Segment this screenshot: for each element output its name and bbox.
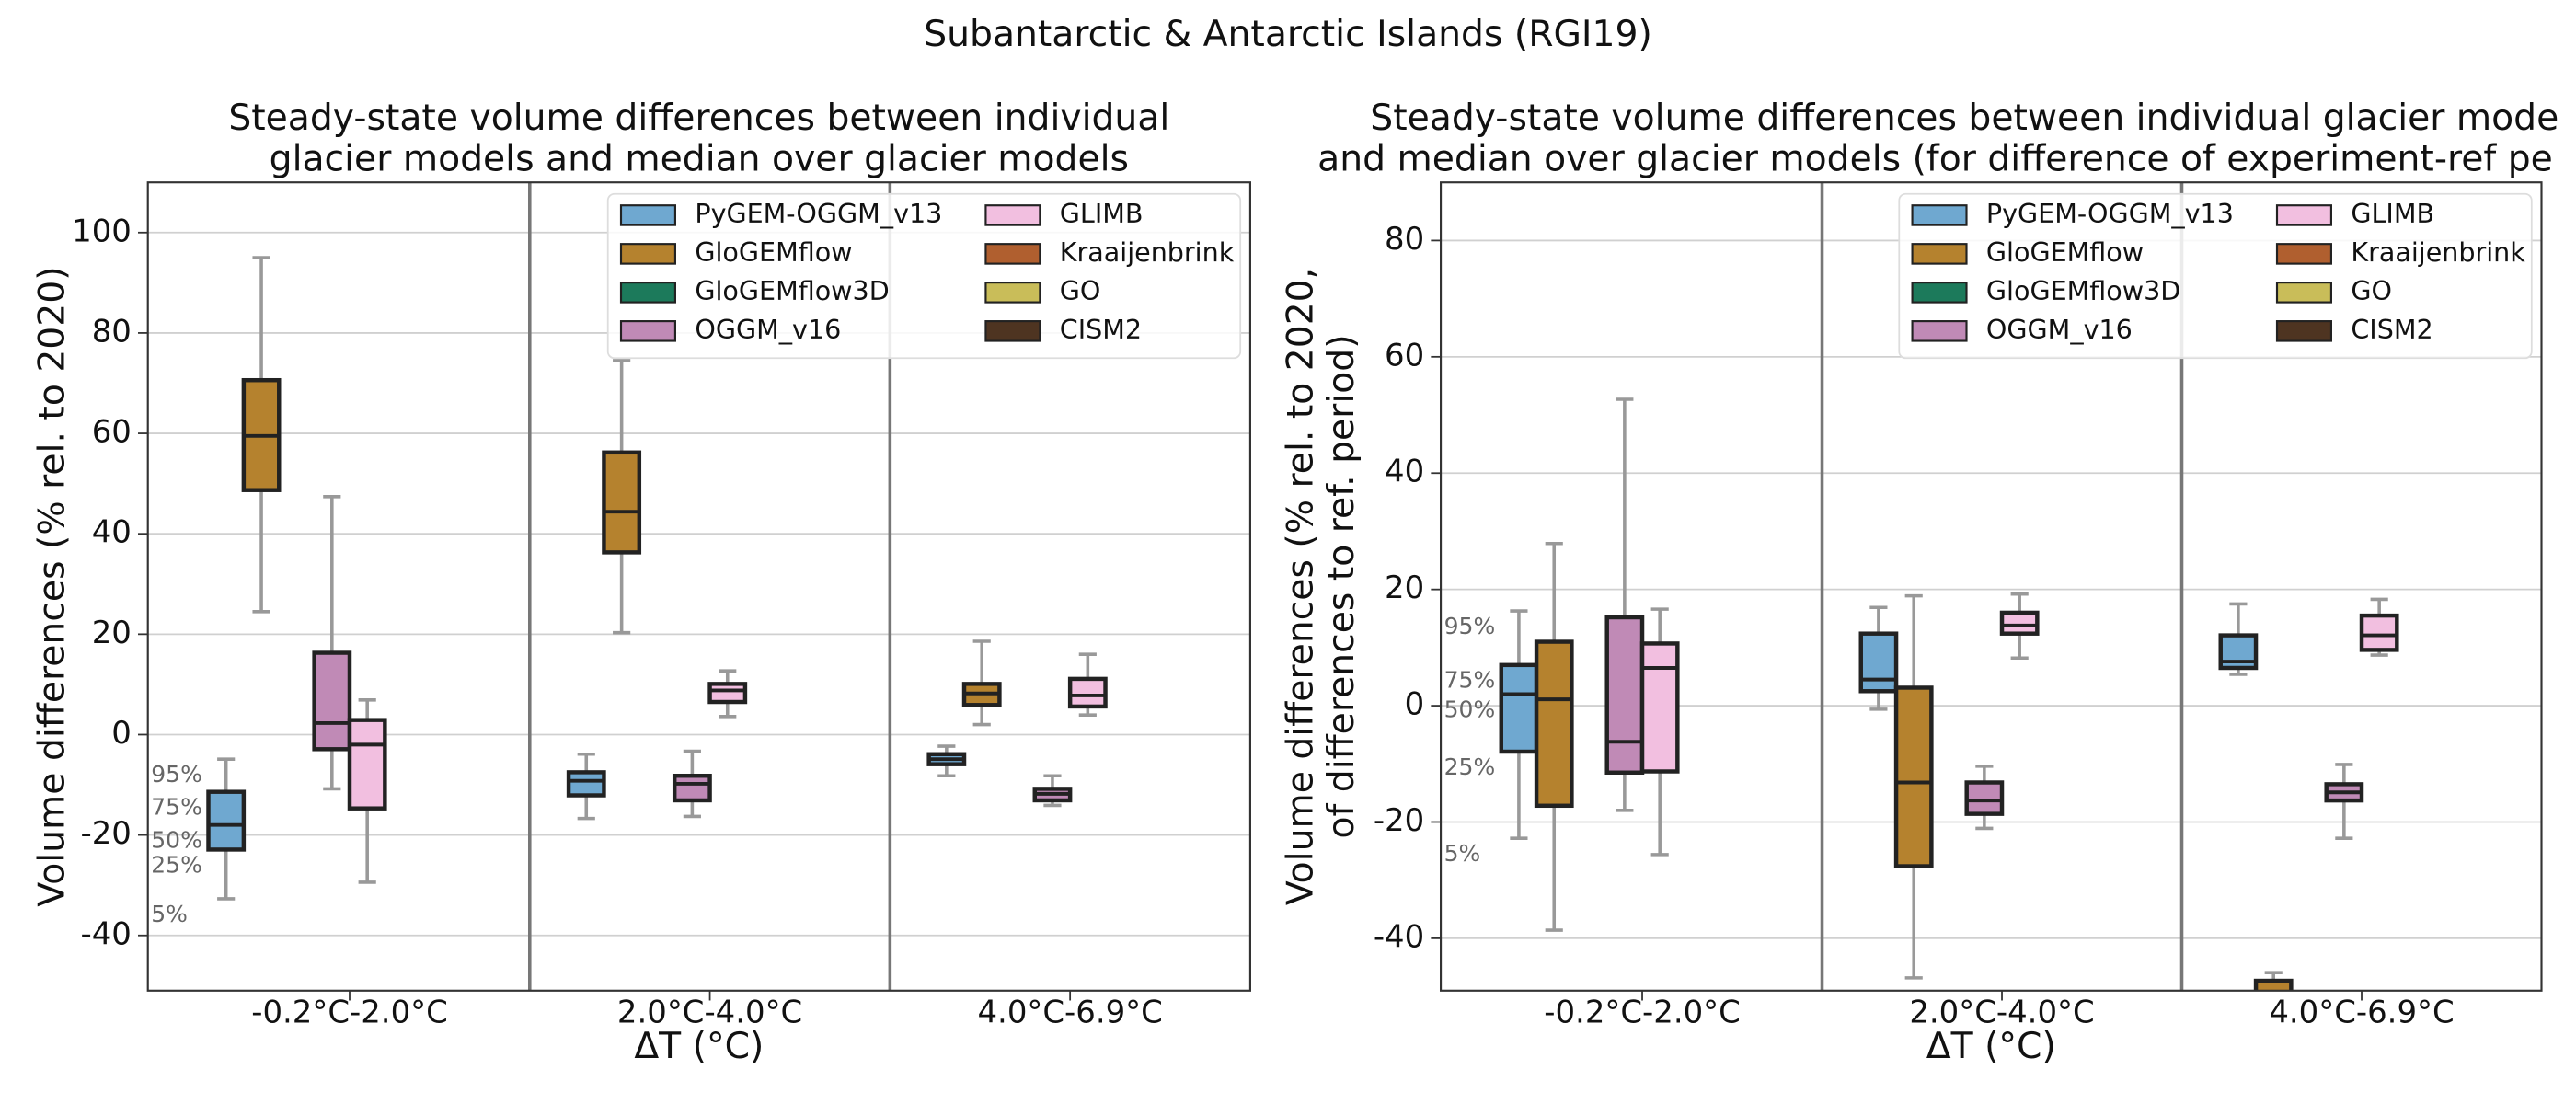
box <box>1639 641 1680 774</box>
y-tick-label: 60 <box>92 414 132 450</box>
percentile-label: 95% <box>151 761 202 788</box>
y-tick-label: 0 <box>111 715 132 751</box>
box <box>1858 631 1899 694</box>
y-tick-label: 20 <box>1385 569 1424 605</box>
legend-swatch <box>2275 320 2332 342</box>
y-tick-label: -20 <box>80 815 131 851</box>
percentile-label: 50% <box>1444 696 1496 722</box>
x-axis-label: ΔT (°C) <box>634 1026 764 1067</box>
legend-swatch <box>619 282 677 304</box>
plot-area <box>1499 397 2399 991</box>
legend-box <box>1898 192 2533 360</box>
legend-label: Kraaijenbrink <box>1060 236 1235 268</box>
legend-swatch <box>1911 243 1968 265</box>
y-tick-label: -20 <box>1374 802 1424 838</box>
legend-swatch <box>984 243 1041 265</box>
y-axis-label: of differences to ref. period) <box>1321 334 1363 838</box>
plot-area <box>206 256 1108 901</box>
y-axis-label: Volume differences (% rel. to 2020, <box>1281 268 1322 905</box>
axes-frame <box>1440 181 2543 992</box>
legend-label: OGGM_v16 <box>1986 314 2133 345</box>
figure-title: Subantarctic & Antarctic Islands (RGI19) <box>924 14 1652 55</box>
y-tick-label: 40 <box>1385 454 1424 489</box>
percentile-label: 75% <box>151 794 202 821</box>
chart-title: glacier models and median over glacier m… <box>270 139 1129 180</box>
axes-frame <box>146 181 1251 992</box>
box <box>602 450 642 555</box>
chart-title: Steady-state volume differences between … <box>1370 98 2559 139</box>
box <box>1604 615 1645 775</box>
legend-label: PyGEM-OGGM_v13 <box>695 198 942 229</box>
legend-swatch <box>1911 204 1968 226</box>
legend-label: PyGEM-OGGM_v13 <box>1986 198 2234 229</box>
percentile-label: 5% <box>1444 840 1481 867</box>
legend-label: CISM2 <box>1060 314 1142 345</box>
box <box>2253 978 2294 991</box>
legend-label: GLIMB <box>2351 198 2434 229</box>
y-tick-label: -40 <box>80 915 131 951</box>
box <box>347 718 387 811</box>
percentile-label: 5% <box>151 901 188 927</box>
box <box>672 773 712 803</box>
y-tick-label: -40 <box>1374 918 1424 954</box>
legend-swatch <box>1911 282 1968 304</box>
x-tick-label: -0.2°C-2.0°C <box>1544 994 1741 1029</box>
box <box>707 682 748 705</box>
y-tick-label: 80 <box>92 313 132 349</box>
box <box>1534 639 1574 809</box>
legend-label: CISM2 <box>2351 314 2432 345</box>
y-tick-label: 60 <box>1385 337 1424 373</box>
box <box>1999 610 2040 636</box>
y-axis-label: Volume differences (% rel. to 2020) <box>31 266 73 906</box>
percentile-label: 50% <box>151 827 202 854</box>
legend-swatch <box>2275 243 2332 265</box>
legend-swatch <box>619 204 677 226</box>
legend-label: GloGEMflow <box>695 236 852 268</box>
y-tick-label: 100 <box>72 213 132 248</box>
box <box>1964 780 2005 816</box>
x-tick-label: 4.0°C-6.9°C <box>977 994 1162 1029</box>
y-tick-label: 20 <box>92 615 132 650</box>
box <box>1893 685 1934 868</box>
x-tick-label: 2.0°C-4.0°C <box>617 994 802 1029</box>
legend-swatch <box>2275 282 2332 304</box>
y-tick-label: 80 <box>1385 221 1424 257</box>
box <box>1499 662 1539 754</box>
legend-label: GLIMB <box>1060 198 1144 229</box>
x-tick-label: -0.2°C-2.0°C <box>251 994 448 1029</box>
legend-label: GO <box>1060 275 1101 306</box>
box <box>312 650 352 752</box>
box <box>566 770 606 798</box>
legend-swatch <box>984 320 1041 342</box>
chart-title: and median over glacier models (for diff… <box>1317 139 2553 180</box>
legend-swatch <box>619 243 677 265</box>
y-tick-label: 40 <box>92 514 132 550</box>
legend-label: GloGEMflow3D <box>695 275 889 306</box>
percentile-label: 25% <box>151 851 202 878</box>
legend-swatch <box>2275 204 2332 226</box>
percentile-label: 95% <box>1444 613 1496 639</box>
chart-title: Steady-state volume differences between … <box>228 98 1169 139</box>
percentile-label: 75% <box>1444 667 1496 694</box>
y-tick-label: 0 <box>1405 686 1425 722</box>
legend-label: GloGEMflow <box>1986 236 2144 268</box>
legend-swatch <box>1911 320 1968 342</box>
legend-label: OGGM_v16 <box>695 314 841 345</box>
legend-label: GO <box>2351 275 2392 306</box>
legend-swatch <box>619 320 677 342</box>
box <box>206 789 247 852</box>
percentile-label: 25% <box>1444 753 1496 780</box>
x-tick-label: 4.0°C-6.9°C <box>2269 994 2454 1029</box>
box <box>2359 613 2399 652</box>
x-tick-label: 2.0°C-4.0°C <box>1909 994 2094 1029</box>
legend-swatch <box>984 282 1041 304</box>
box <box>1067 676 1108 709</box>
legend-box <box>606 192 1242 360</box>
legend-swatch <box>984 204 1041 226</box>
legend-label: Kraaijenbrink <box>2351 236 2525 268</box>
x-axis-label: ΔT (°C) <box>1926 1026 2056 1067</box>
legend-label: GloGEMflow3D <box>1986 275 2180 306</box>
